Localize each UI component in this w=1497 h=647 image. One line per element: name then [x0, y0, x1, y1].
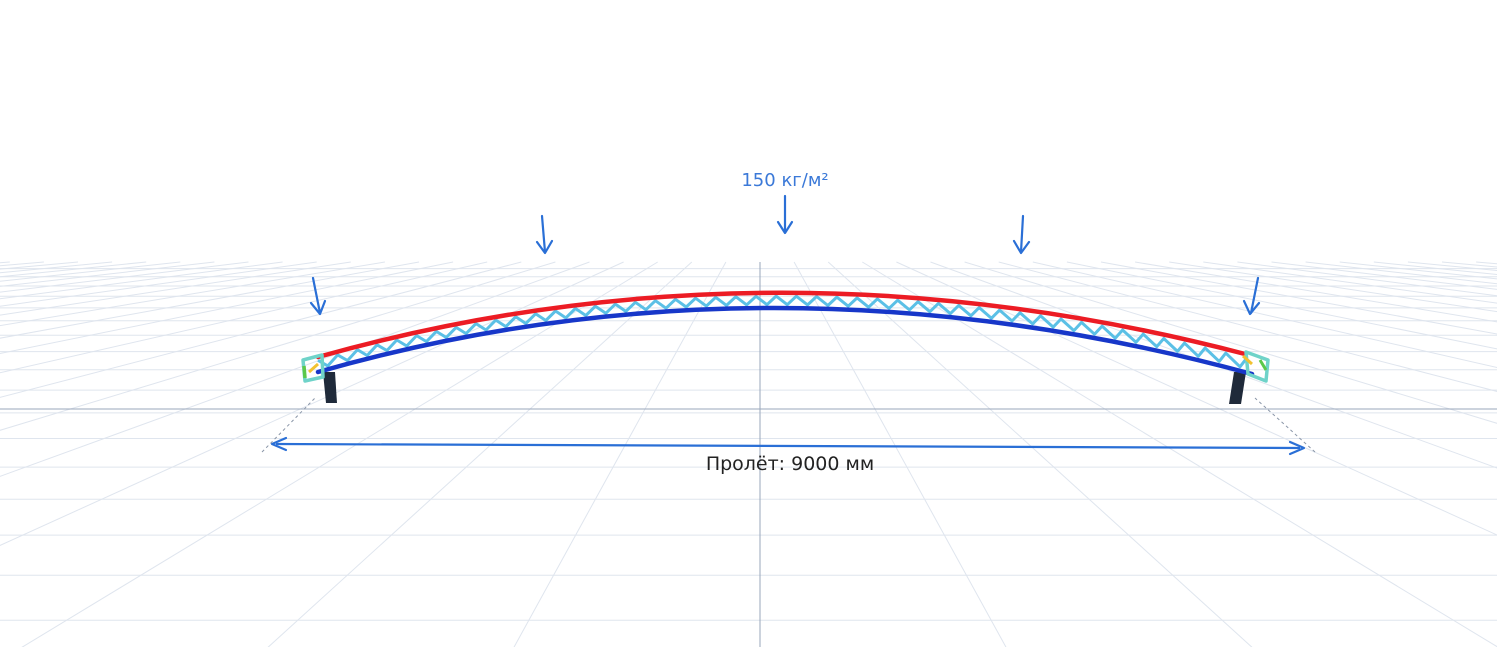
- span-dimension-line: [275, 442, 1301, 450]
- truss-lattice: [317, 294, 1248, 369]
- support-right: [1229, 372, 1246, 404]
- span-dimension: Пролёт: 9000 мм: [261, 397, 1316, 475]
- end-plate-right: [1244, 350, 1270, 383]
- end-accent-green-right: [1258, 359, 1268, 371]
- down-arrow-icon: [1012, 214, 1031, 255]
- double-arrow-icon: [1288, 440, 1306, 456]
- double-arrow-icon: [270, 436, 288, 452]
- truss-end-right: [1242, 350, 1270, 383]
- down-arrow-icon: [309, 276, 327, 316]
- down-arrow-icon: [776, 194, 794, 235]
- supports: [323, 372, 1246, 404]
- span-extension-left: [261, 397, 316, 453]
- end-accent-yellow-right: [1242, 354, 1253, 366]
- span-extension-right: [1254, 397, 1316, 453]
- truss-end-left: [301, 353, 325, 383]
- distributed-load: 150 кг/м²: [309, 170, 1261, 316]
- bottom-chord: [315, 305, 1255, 377]
- down-arrow-icon: [1242, 276, 1261, 316]
- down-arrow-icon: [535, 214, 554, 255]
- top-chord: [315, 290, 1248, 360]
- support-left: [323, 372, 337, 403]
- end-accent-yellow-left: [308, 362, 319, 374]
- arched-truss[interactable]: [301, 290, 1270, 383]
- span-label: Пролёт: 9000 мм: [706, 453, 874, 475]
- end-accent-green-left: [302, 365, 307, 379]
- load-label: 150 кг/м²: [741, 170, 828, 191]
